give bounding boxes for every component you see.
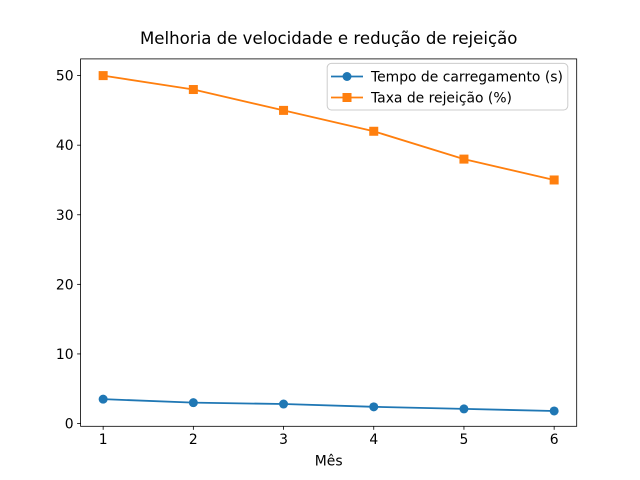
data-point-marker — [459, 404, 469, 414]
y-tick-label: 20 — [56, 277, 74, 293]
axes-layer: 1 2 3 4 5 6 0 10 20 30 40 50 — [56, 58, 578, 448]
data-point-marker — [369, 402, 379, 412]
data-point-marker — [98, 394, 108, 404]
data-point-marker — [188, 85, 198, 95]
y-tick-label: 40 — [56, 138, 74, 154]
data-point-marker — [279, 105, 289, 115]
y-tick-label: 50 — [56, 69, 74, 85]
legend-item: Tempo de carregamento (s) — [331, 70, 563, 86]
x-tick-label: 4 — [369, 432, 378, 448]
axes-spines — [80, 58, 578, 427]
series-line — [102, 398, 556, 412]
data-point-marker — [279, 399, 289, 409]
data-point-marker — [459, 154, 469, 164]
series-line — [102, 74, 556, 181]
y-tick-label: 10 — [56, 347, 74, 363]
legend-marker — [342, 93, 352, 102]
x-tick-label: 6 — [550, 432, 559, 448]
legend-label: Tempo de carregamento (s) — [370, 70, 563, 86]
legend-item: Taxa de rejeição (%) — [331, 91, 512, 107]
series-layer — [98, 71, 559, 416]
data-point-marker — [98, 71, 108, 81]
data-point-marker — [549, 406, 559, 416]
data-point-marker — [369, 126, 379, 136]
legend-label: Taxa de rejeição (%) — [370, 91, 512, 107]
x-axis-label: Mês — [315, 454, 343, 470]
x-tick-label: 3 — [279, 432, 288, 448]
legend-marker-glyph — [342, 72, 352, 81]
x-tick-label: 2 — [189, 432, 198, 448]
data-point-marker — [549, 175, 559, 185]
x-tick-label: 5 — [460, 432, 469, 448]
x-tick-label: 1 — [99, 432, 108, 448]
y-tick-label: 0 — [65, 417, 74, 433]
legend-box — [326, 62, 569, 111]
legend-marker-glyph — [342, 93, 352, 102]
legend: Tempo de carregamento (s) Taxa de rejeiç… — [326, 62, 569, 111]
chart-title: Melhoria de velocidade e redução de reje… — [140, 29, 517, 48]
data-point-marker — [188, 398, 198, 408]
y-tick-label: 30 — [56, 208, 74, 224]
legend-marker — [342, 72, 352, 81]
